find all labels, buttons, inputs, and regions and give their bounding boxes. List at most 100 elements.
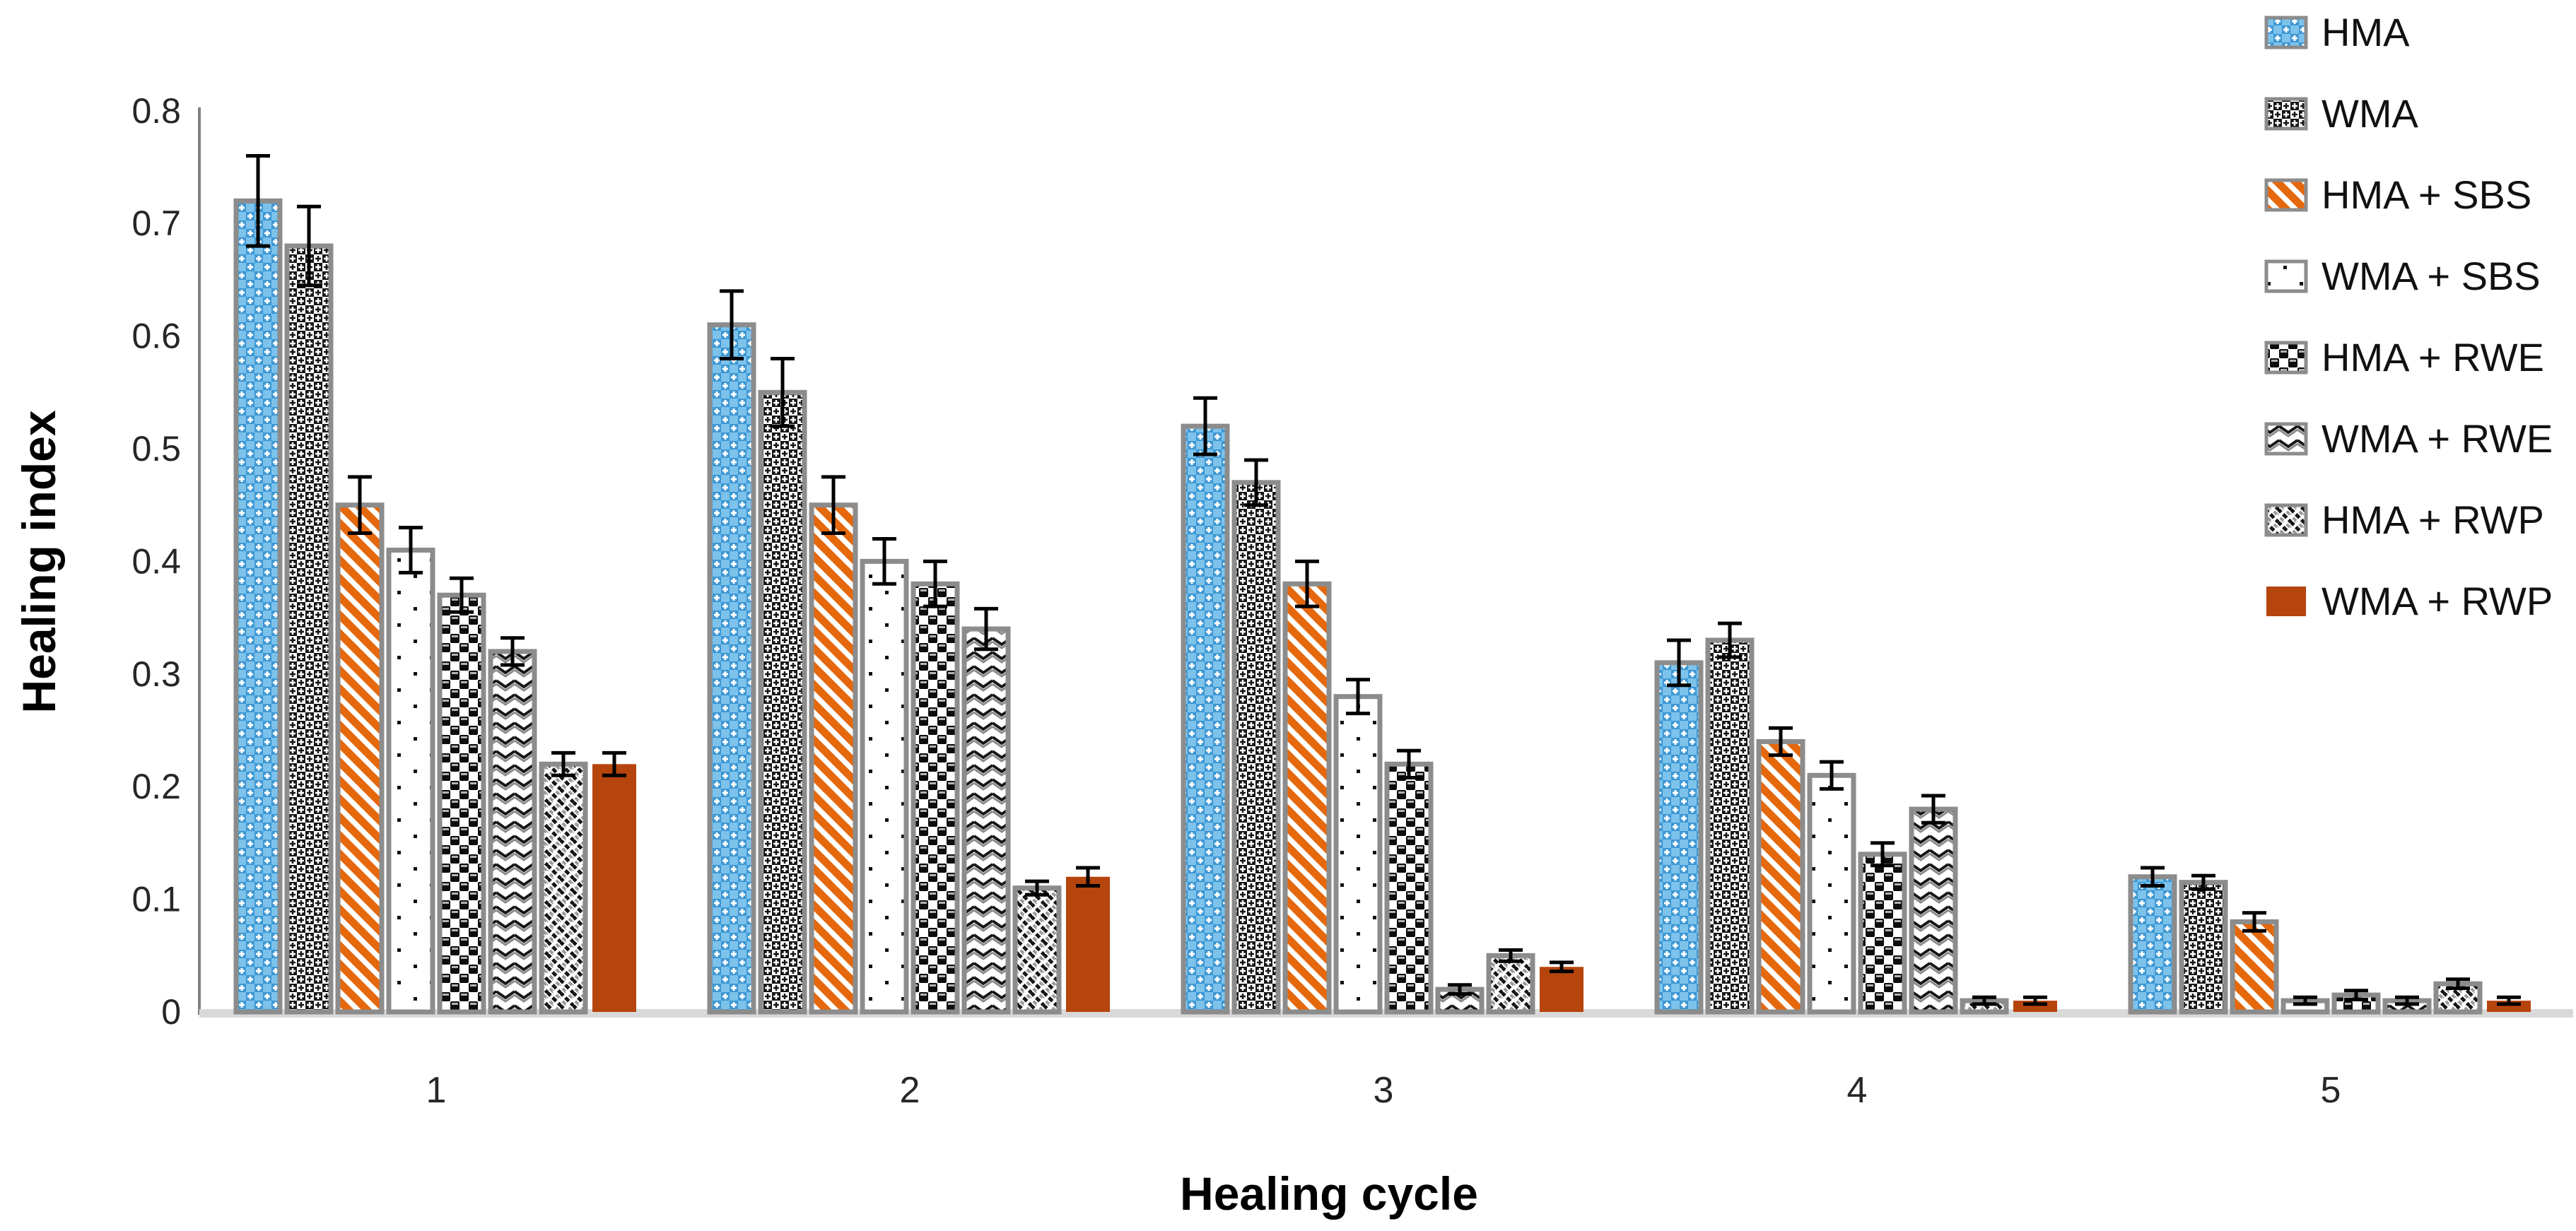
x-tick-4: 4 (1847, 1070, 1868, 1111)
error-bar-HMARWP-cycle-4 (1972, 995, 1996, 1006)
error-bar-WMA-cycle-5 (2191, 873, 2215, 891)
legend-label: HMA (2322, 10, 2410, 54)
y-tick-0.7: 0.7 (131, 204, 181, 243)
error-bar-HMARWP-cycle-1 (551, 750, 575, 777)
legend-item-WMARWP: WMA + RWP (2266, 579, 2553, 623)
legend-item-HMASBS: HMA + SBS (2264, 172, 2531, 217)
y-tick-0.3: 0.3 (131, 654, 181, 694)
error-bar-WMASBS-cycle-4 (1820, 760, 1844, 791)
error-bar-WMA-cycle-2 (771, 356, 795, 428)
bar-WMA-cycle-5 (2179, 880, 2228, 1015)
legend: HMA WMA HMA + SBS WMA + SBS HMA + RWE WMA + R… (2264, 10, 2553, 623)
legend-swatch-black-check-weave (2264, 97, 2308, 131)
x-tick-1: 1 (426, 1070, 447, 1111)
legend-label: HMA + SBS (2322, 172, 2531, 217)
bar-WMA-cycle-3 (1231, 480, 1281, 1015)
bar-HMASBS-cycle-5 (2230, 919, 2279, 1015)
bar-WMARWE-cycle-4 (1909, 806, 1958, 1015)
error-bar-WMASBS-cycle-2 (872, 537, 896, 586)
error-bar-HMASBS-cycle-4 (1769, 726, 1793, 758)
legend-item-HMA: HMA (2264, 10, 2410, 54)
bar-WMARWP-cycle-1 (592, 764, 636, 1012)
bar-WMARWP-cycle-2 (1066, 876, 1110, 1012)
error-bar-HMARWE-cycle-4 (1870, 841, 1895, 868)
bar-WMARWP-cycle-3 (1540, 967, 1583, 1012)
bar-HMARWE-cycle-4 (1858, 852, 1907, 1015)
error-bar-WMA-cycle-4 (1718, 621, 1742, 659)
bar-HMARWP-cycle-1 (539, 761, 588, 1015)
bar-WMA-cycle-4 (1705, 637, 1755, 1015)
error-bar-WMA-cycle-3 (1244, 458, 1268, 507)
y-tick-0.2: 0.2 (131, 767, 181, 806)
bar-WMASBS-cycle-4 (1807, 772, 1856, 1015)
bar-WMASBS-cycle-3 (1333, 694, 1383, 1015)
legend-swatch-solid-brown (2266, 587, 2306, 616)
error-bar-HMA-cycle-2 (720, 289, 744, 360)
x-axis-title: Healing cycle (1180, 1167, 1478, 1220)
legend-label: WMA + RWE (2322, 416, 2553, 461)
legend-item-WMARWE: WMA + RWE (2264, 416, 2553, 461)
legend-label: WMA + SBS (2322, 254, 2541, 298)
bar-WMA-cycle-1 (284, 243, 334, 1015)
bar-WMA-cycle-2 (758, 389, 807, 1015)
legend-label: WMA (2322, 91, 2419, 136)
x-tick-5: 5 (2321, 1070, 2341, 1111)
y-tick-0.1: 0.1 (131, 880, 181, 919)
bar-HMARWE-cycle-3 (1384, 761, 1434, 1015)
legend-item-WMA: WMA (2264, 91, 2419, 136)
bar-WMASBS-cycle-1 (386, 547, 435, 1015)
bars-layer (233, 198, 2531, 1015)
error-bar-HMASBS-cycle-5 (2242, 911, 2266, 933)
error-bar-HMA-cycle-3 (1193, 396, 1217, 457)
error-bar-WMASBS-cycle-1 (399, 526, 423, 575)
error-bar-HMARWP-cycle-5 (2446, 977, 2470, 991)
error-bar-HMARWP-cycle-2 (1025, 879, 1049, 897)
error-bar-HMA-cycle-5 (2141, 866, 2165, 888)
bar-HMASBS-cycle-3 (1282, 581, 1332, 1015)
y-axis-line (198, 107, 201, 1015)
error-bar-HMASBS-cycle-3 (1295, 559, 1319, 608)
error-bar-HMASBS-cycle-2 (821, 475, 845, 536)
y-axis-title: Healing index (13, 410, 65, 713)
x-tick-labels: 1 2 3 4 5 (426, 1070, 2341, 1111)
bar-WMARWE-cycle-1 (488, 649, 537, 1015)
error-bar-HMARWE-cycle-2 (923, 559, 947, 608)
bar-HMARWP-cycle-3 (1486, 953, 1535, 1015)
bar-HMARWE-cycle-2 (911, 581, 960, 1015)
error-bar-WMARWE-cycle-4 (1921, 794, 1945, 825)
error-bar-WMA-cycle-1 (297, 204, 321, 288)
error-bar-HMASBS-cycle-1 (348, 475, 372, 536)
bar-HMA-cycle-5 (2128, 874, 2177, 1015)
bar-HMA-cycle-2 (707, 322, 756, 1015)
error-bar-WMARWE-cycle-3 (1448, 983, 1472, 996)
error-bar-HMARWP-cycle-3 (1499, 948, 1523, 963)
legend-swatch-sparse-dots (2264, 259, 2308, 293)
y-tick-0.6: 0.6 (131, 317, 181, 356)
y-tick-0.4: 0.4 (131, 541, 181, 581)
y-tick-0: 0 (161, 992, 181, 1032)
legend-label: WMA + RWP (2322, 579, 2553, 623)
legend-swatch-orange-diagonal-stripe (2264, 178, 2308, 212)
bar-HMASBS-cycle-4 (1756, 738, 1805, 1015)
bar-HMASBS-cycle-2 (809, 502, 858, 1015)
bar-HMA-cycle-1 (233, 198, 283, 1015)
error-bar-WMARWE-cycle-5 (2395, 995, 2419, 1006)
y-tick-labels: 0 0.1 0.2 0.3 0.4 0.5 0.6 0.7 0.8 (131, 91, 181, 1032)
error-bar-WMARWP-cycle-3 (1550, 960, 1574, 974)
bar-HMA-cycle-3 (1181, 423, 1230, 1015)
bar-HMA-cycle-4 (1654, 660, 1704, 1015)
x-tick-3: 3 (1374, 1070, 1394, 1111)
bar-WMARWE-cycle-2 (961, 626, 1011, 1015)
error-bar-HMARWE-cycle-5 (2344, 989, 2368, 1001)
legend-swatch-thin-diagonal-dashes (2264, 503, 2308, 537)
error-bar-WMARWP-cycle-4 (2023, 995, 2047, 1006)
error-bar-HMA-cycle-4 (1667, 638, 1691, 688)
legend-item-WMASBS: WMA + SBS (2264, 254, 2541, 298)
legend-item-HMARWE: HMA + RWE (2264, 335, 2544, 379)
legend-swatch-black-ball-checker (2264, 341, 2308, 375)
error-bar-WMASBS-cycle-3 (1346, 678, 1370, 716)
error-bar-WMARWE-cycle-1 (500, 636, 525, 667)
error-bar-HMARWE-cycle-3 (1397, 748, 1421, 779)
